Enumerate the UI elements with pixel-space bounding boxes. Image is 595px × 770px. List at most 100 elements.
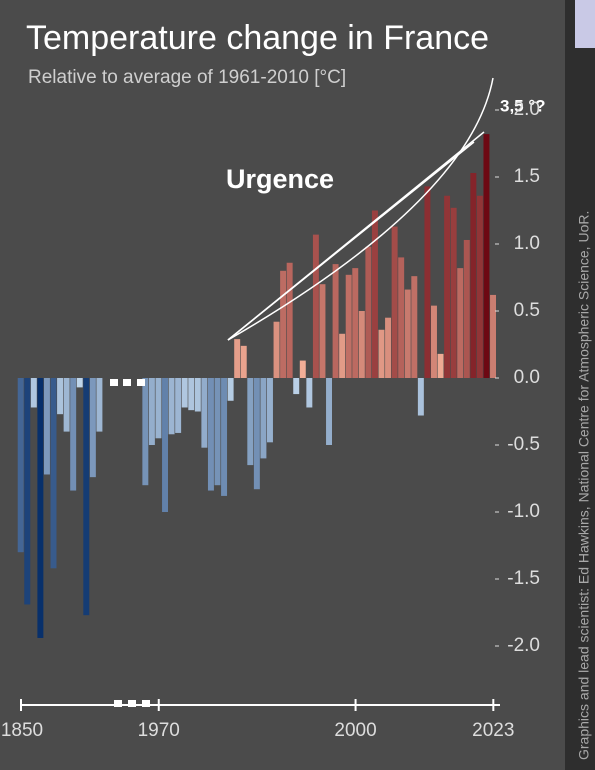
bar xyxy=(457,268,464,378)
break-mark xyxy=(123,379,131,386)
break-mark xyxy=(114,700,122,707)
bar xyxy=(424,186,431,378)
annotation-line xyxy=(227,77,494,341)
bar xyxy=(175,378,182,433)
y-tick-label: -0.5 xyxy=(507,434,540,455)
x-tick-label: 2000 xyxy=(334,720,376,741)
bar xyxy=(214,378,221,486)
bar xyxy=(299,360,306,378)
break-mark xyxy=(110,379,118,386)
y-tick-label: -1.5 xyxy=(507,568,540,589)
x-tick-label: 1850 xyxy=(1,720,43,741)
bar xyxy=(293,378,300,395)
bar xyxy=(155,378,162,439)
bar xyxy=(194,378,201,412)
bar xyxy=(352,268,359,378)
bar xyxy=(444,195,451,378)
bar xyxy=(30,378,37,408)
bar xyxy=(437,353,444,378)
bar xyxy=(378,329,385,378)
bar xyxy=(470,172,477,378)
bar xyxy=(17,378,24,553)
y-tick-label: -1.0 xyxy=(507,501,540,522)
bar xyxy=(411,276,418,378)
bar xyxy=(273,321,280,378)
bar xyxy=(398,257,405,378)
bar xyxy=(96,378,103,432)
bar xyxy=(240,345,247,378)
bar xyxy=(417,378,424,416)
annotation: 3,5 °? xyxy=(500,96,546,115)
bar xyxy=(490,294,496,378)
bar xyxy=(57,378,64,415)
bar xyxy=(162,378,168,512)
bar xyxy=(207,378,214,491)
bar xyxy=(286,262,293,378)
bar xyxy=(260,378,267,459)
bars xyxy=(17,134,496,638)
bar xyxy=(83,378,90,616)
bar xyxy=(358,311,365,378)
corner-block xyxy=(575,0,595,48)
bar xyxy=(312,234,319,378)
bar xyxy=(483,134,490,378)
bar xyxy=(319,284,326,378)
chart-title: Temperature change in France xyxy=(26,19,489,57)
bar xyxy=(221,378,228,496)
chart-subtitle: Relative to average of 1961-2010 [°C] xyxy=(28,67,346,88)
bar xyxy=(89,378,96,478)
bar xyxy=(463,239,470,378)
break-mark xyxy=(128,700,136,707)
bar xyxy=(201,378,208,448)
y-tick-label: 0.5 xyxy=(514,300,540,321)
bar xyxy=(306,378,313,408)
y-tick-label: 1.0 xyxy=(514,233,540,254)
bar xyxy=(76,378,83,388)
bar xyxy=(234,339,241,378)
x-tick-label: 1970 xyxy=(138,720,180,741)
bar xyxy=(339,333,346,378)
bar xyxy=(280,270,287,378)
break-mark xyxy=(137,379,145,386)
bar xyxy=(148,378,155,445)
bar xyxy=(227,378,234,401)
bar xyxy=(450,207,457,378)
bar xyxy=(247,378,254,466)
bar xyxy=(50,378,57,569)
bar xyxy=(391,226,398,378)
bar xyxy=(385,317,392,378)
bar xyxy=(70,378,77,491)
bar xyxy=(63,378,70,432)
y-tick-label: 1.5 xyxy=(514,166,540,187)
bar xyxy=(332,264,339,378)
bar xyxy=(24,378,31,605)
credit: Graphics and lead scientist: Ed Hawkins,… xyxy=(576,211,592,760)
y-tick-label: -2.0 xyxy=(507,635,540,656)
bar xyxy=(345,274,352,378)
bar xyxy=(142,378,149,486)
bar xyxy=(181,378,188,408)
bar xyxy=(43,378,50,475)
axis-break xyxy=(110,379,150,707)
bar xyxy=(37,378,44,638)
bar xyxy=(326,378,332,445)
bar xyxy=(188,378,195,411)
annotation: Urgence xyxy=(226,164,334,194)
bar xyxy=(267,378,273,443)
x-tick-label: 2023 xyxy=(472,720,514,741)
bar xyxy=(404,289,411,378)
y-tick-label: 2.0 xyxy=(514,99,540,120)
credit-strip xyxy=(565,0,595,770)
bar xyxy=(365,246,372,378)
bar xyxy=(476,195,483,378)
break-mark xyxy=(142,700,150,707)
bar xyxy=(168,378,175,435)
bar xyxy=(253,378,260,490)
y-tick-label: 0.0 xyxy=(514,367,540,388)
bar xyxy=(371,210,378,378)
annotation-lines xyxy=(227,77,494,341)
annotation-line xyxy=(227,131,485,341)
bar xyxy=(431,305,437,378)
